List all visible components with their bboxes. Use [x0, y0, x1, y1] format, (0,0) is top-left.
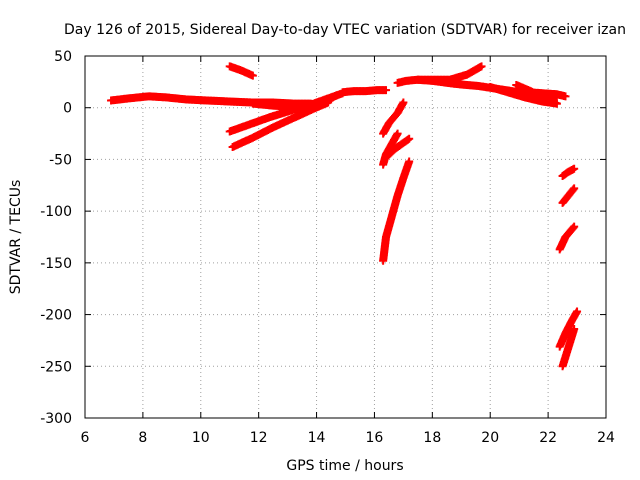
chart-title: Day 126 of 2015, Sidereal Day-to-day VTE… — [64, 22, 626, 38]
series-arc-6 — [338, 86, 391, 97]
x-tick-label: 6 — [81, 430, 90, 446]
series-arc-16 — [558, 164, 579, 180]
y-tick-label: -200 — [40, 308, 72, 324]
data-point — [552, 99, 561, 108]
data-point — [570, 222, 579, 231]
data-point — [393, 129, 402, 138]
series-arc-17 — [558, 184, 579, 207]
data-point — [248, 71, 257, 80]
series-arc-9 — [382, 134, 414, 162]
y-tick-label: -250 — [40, 359, 72, 375]
data-point — [573, 307, 582, 316]
y-tick-label: -100 — [40, 204, 72, 220]
y-tick-label: 50 — [54, 49, 72, 65]
data-point — [570, 164, 579, 173]
x-tick-label: 20 — [481, 430, 499, 446]
y-axis-label: SDTVAR / TECUs — [8, 180, 24, 295]
series-arc-4 — [228, 98, 333, 152]
data-point — [332, 91, 341, 100]
series-arc-5 — [248, 91, 341, 111]
data-point — [382, 86, 391, 95]
y-tick-label: -150 — [40, 256, 72, 272]
x-tick-label: 24 — [597, 430, 615, 446]
x-tick-label: 8 — [138, 430, 147, 446]
x-tick-label: 16 — [366, 430, 384, 446]
grid — [85, 56, 606, 418]
data-point — [405, 134, 414, 143]
x-tick-label: 12 — [250, 430, 268, 446]
series-arc-10 — [379, 157, 414, 265]
y-tick-label: -50 — [49, 152, 72, 168]
series-arc-19 — [555, 307, 582, 351]
series-arc-15 — [523, 88, 570, 101]
series-arc-20 — [558, 325, 579, 371]
data-series — [107, 62, 582, 371]
series-arc-2 — [225, 62, 257, 80]
data-point — [477, 62, 486, 71]
data-point — [570, 184, 579, 193]
x-tick-label: 18 — [423, 430, 441, 446]
y-tick-label: 0 — [63, 101, 72, 117]
x-axis-label: GPS time / hours — [286, 458, 403, 474]
series-arc-18 — [555, 222, 579, 254]
x-tick-label: 10 — [192, 430, 210, 446]
series-arc-7 — [379, 98, 408, 138]
x-tick-label: 22 — [539, 430, 557, 446]
axis-ticks: 6 8 10 12 14 16 18 20 22 24 50 0 -50 -100 -150 -200 -250… — [40, 49, 615, 446]
data-point — [561, 92, 570, 101]
data-point — [405, 157, 414, 166]
y-tick-label: -300 — [40, 411, 72, 427]
plot-frame — [84, 55, 607, 419]
data-point — [399, 98, 408, 107]
data-point — [570, 325, 579, 334]
x-tick-label: 14 — [308, 430, 326, 446]
